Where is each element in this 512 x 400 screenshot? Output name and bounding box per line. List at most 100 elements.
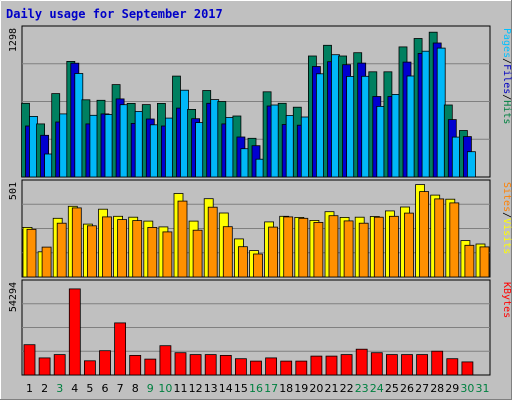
bar-sites-day-8 [132, 220, 143, 278]
day-label-2: 2 [41, 382, 48, 395]
y-max-label: 54294 [8, 282, 19, 312]
bar-kbytes-day-21 [325, 355, 338, 376]
day-label-29: 29 [445, 382, 459, 395]
day-label-6: 6 [102, 382, 109, 395]
day-label-26: 26 [400, 382, 414, 395]
day-label-21: 21 [325, 382, 339, 395]
day-label-11: 11 [174, 382, 188, 395]
day-label-5: 5 [86, 382, 93, 395]
bar-kbytes-day-6 [99, 350, 111, 376]
legend-entry: / [501, 58, 512, 64]
bar-sites-day-25 [388, 215, 399, 278]
legend-entry: Pages [501, 28, 512, 58]
day-label-3: 3 [56, 382, 63, 395]
bar-sites-day-3 [56, 222, 67, 278]
bar-kbytes-day-7 [114, 322, 126, 376]
bar-sites-day-14 [222, 226, 233, 278]
bar-sites-day-28 [434, 198, 445, 278]
bar-kbytes-day-9 [144, 358, 157, 376]
day-label-9: 9 [147, 382, 154, 395]
bar-kbytes-day-13 [204, 354, 217, 376]
day-label-7: 7 [117, 382, 124, 395]
bar-kbytes-day-26 [401, 354, 413, 376]
legend-entry: Sites [501, 182, 512, 212]
bar-kbytes-day-15 [234, 358, 247, 376]
bar-kbytes-day-4 [68, 288, 81, 376]
day-label-23: 23 [355, 382, 369, 395]
day-label-27: 27 [415, 382, 429, 395]
bar-sites-day-24 [373, 216, 384, 278]
chart-title: Daily usage for September 2017 [6, 7, 223, 21]
day-label-8: 8 [132, 382, 139, 395]
bar-kbytes-day-22 [340, 354, 353, 376]
bars-kbytes [23, 288, 474, 376]
bar-kbytes-day-1 [23, 344, 36, 376]
bar-sites-day-9 [147, 226, 158, 278]
legend-entry: / [501, 212, 512, 218]
bar-sites-day-27 [419, 191, 430, 278]
bar-sites-day-26 [404, 212, 414, 278]
bar-kbytes-day-12 [189, 354, 202, 376]
bar-sites-day-4 [71, 207, 82, 278]
day-label-20: 20 [309, 382, 323, 395]
panel-visits-sites: 501 Sites/Visits [8, 179, 512, 278]
bars-visits-sites [22, 184, 490, 278]
day-label-12: 12 [189, 382, 203, 395]
day-label-14: 14 [219, 382, 233, 395]
bar-sites-day-29 [449, 202, 460, 278]
bar-kbytes-day-18 [280, 360, 293, 376]
day-label-19: 19 [294, 382, 308, 395]
legend-entry: KBytes [501, 282, 512, 318]
day-label-4: 4 [71, 382, 78, 395]
legend-entry: Visits [501, 218, 512, 254]
bar-kbytes-day-10 [159, 345, 172, 376]
bar-sites-day-5 [87, 225, 97, 278]
bar-kbytes-day-2 [38, 357, 51, 376]
day-label-10: 10 [158, 382, 172, 395]
legend-pages-files-hits: Pages/Files/Hits [501, 28, 512, 124]
day-label-28: 28 [430, 382, 444, 395]
bar-sites-day-11 [177, 200, 188, 278]
bar-kbytes-day-3 [53, 354, 66, 376]
panel-kbytes: 54294 KBytes [8, 279, 512, 376]
bar-kbytes-day-23 [355, 348, 368, 376]
bar-kbytes-day-28 [431, 350, 444, 376]
bar-sites-day-7 [117, 219, 127, 278]
day-label-17: 17 [264, 382, 278, 395]
legend-kbytes: KBytes [501, 282, 512, 318]
legend-visits-sites: Sites/Visits [501, 182, 512, 254]
bar-kbytes-day-11 [174, 352, 187, 376]
bar-sites-day-20 [313, 221, 324, 278]
bar-sites-day-1 [26, 228, 37, 278]
day-label-25: 25 [385, 382, 399, 395]
bar-sites-day-17 [268, 226, 279, 278]
bar-sites-day-22 [343, 220, 354, 278]
legend-entry: / [501, 94, 512, 100]
bar-sites-day-23 [358, 222, 369, 278]
bar-kbytes-day-20 [310, 355, 323, 376]
bars-pages-files-hits [21, 31, 476, 178]
panel-pages-files-hits: 1298 Pages/Files/Hits [8, 25, 512, 178]
bar-sites-day-21 [328, 215, 339, 278]
day-label-18: 18 [279, 382, 293, 395]
bar-sites-day-12 [192, 229, 203, 278]
bar-kbytes-day-25 [385, 354, 398, 376]
bar-sites-day-30 [464, 244, 475, 278]
day-label-30: 30 [460, 382, 474, 395]
day-label-1: 1 [26, 382, 33, 395]
day-label-31: 31 [476, 382, 490, 395]
bar-kbytes-day-5 [84, 360, 96, 376]
bar-sites-day-10 [162, 231, 173, 278]
bar-kbytes-day-29 [446, 358, 459, 376]
bar-kbytes-day-17 [265, 357, 278, 376]
bar-kbytes-day-8 [129, 354, 142, 376]
legend-entry: Files [501, 64, 512, 94]
day-label-15: 15 [234, 382, 248, 395]
y-max-label: 1298 [8, 28, 19, 52]
bar-sites-day-2 [41, 246, 52, 278]
bar-sites-day-18 [283, 216, 294, 278]
y-max-label: 501 [8, 182, 19, 200]
bar-sites-day-19 [298, 217, 309, 278]
